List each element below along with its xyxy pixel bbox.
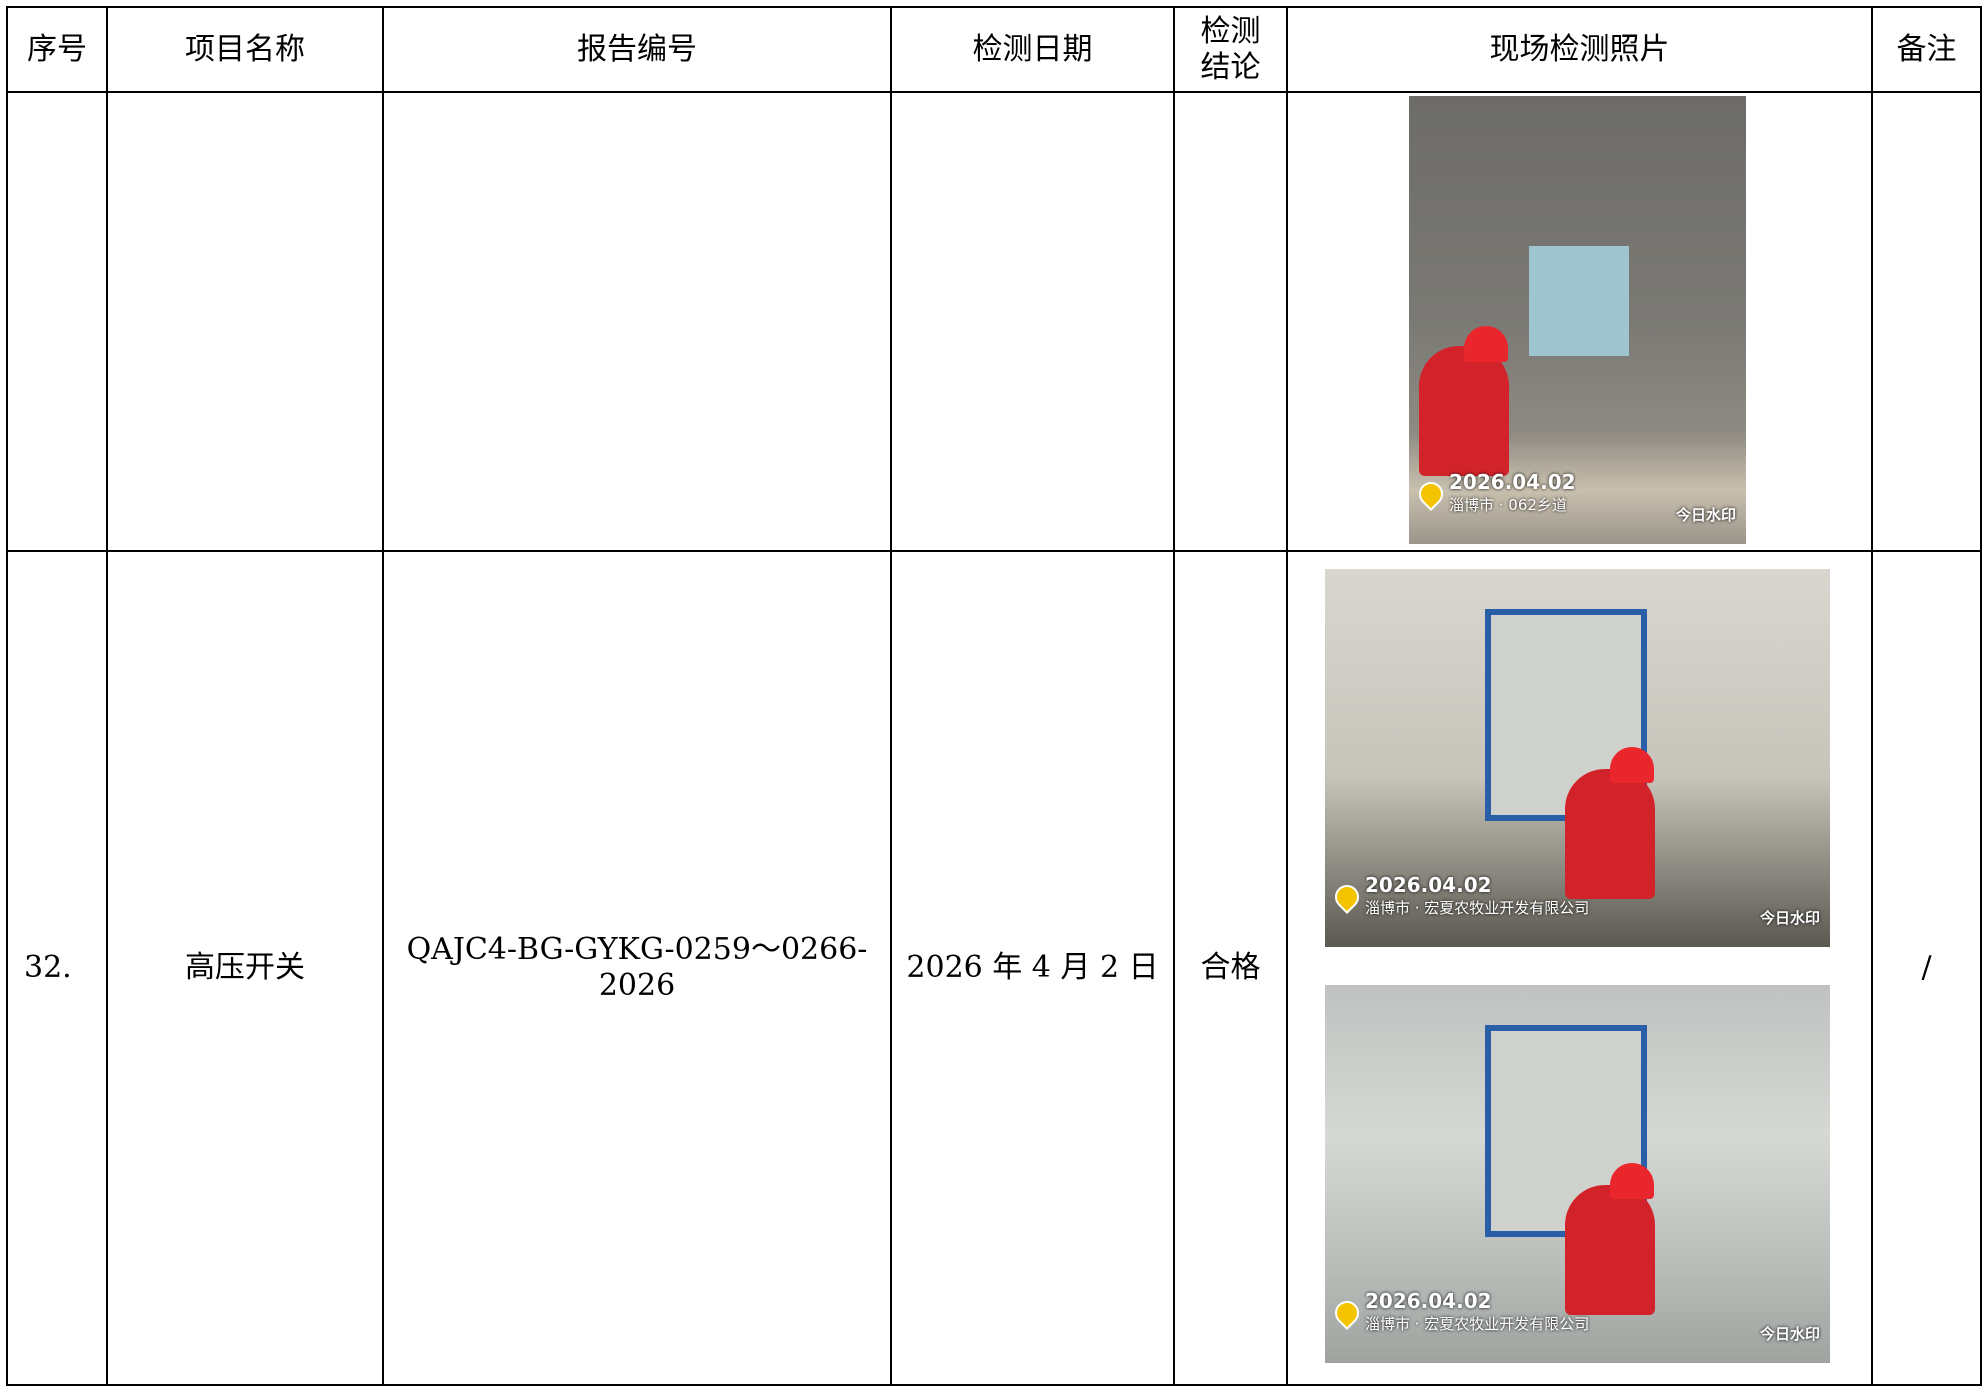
- location-pin: [1330, 880, 1364, 914]
- report-cell: QAJC4-BG-GYKG-0259～0266-2026: [382, 550, 892, 1386]
- empty-cell: [890, 91, 1175, 552]
- header-cell: 项目名称: [106, 6, 384, 93]
- photo-helmet: [1464, 326, 1508, 362]
- header-cell: 备注: [1871, 6, 1982, 93]
- watermark-date: 2026.04.02: [1365, 1289, 1492, 1313]
- watermark-location: 淄博市 · 宏夏农牧业开发有限公司: [1365, 1315, 1590, 1333]
- location-pin: [1330, 1296, 1364, 1330]
- site-photo: 2026.04.02 淄博市 · 宏夏农牧业开发有限公司今日水印: [1325, 985, 1830, 1363]
- conclusion-cell: 合格: [1173, 550, 1288, 1386]
- watermark-location: 淄博市 · 062乡道: [1449, 496, 1567, 514]
- remark-cell: /: [1871, 550, 1982, 1386]
- photo-worker: [1565, 769, 1655, 899]
- watermark-brand: 今日水印: [1675, 506, 1736, 524]
- project-cell: 高压开关: [106, 550, 384, 1386]
- photo-worker: [1565, 1185, 1655, 1315]
- site-photo: 2026.04.02 淄博市 · 062乡道今日水印: [1409, 96, 1746, 544]
- watermark-brand: 今日水印: [1759, 1325, 1820, 1343]
- watermark-location: 淄博市 · 宏夏农牧业开发有限公司: [1365, 899, 1590, 917]
- photo-equipment: [1529, 246, 1629, 356]
- index-cell: 32.: [6, 550, 108, 1386]
- header-cell: 检测结论: [1173, 6, 1288, 93]
- watermark-date: 2026.04.02: [1449, 470, 1576, 494]
- location-pin: [1414, 477, 1448, 511]
- date-cell: 2026 年 4 月 2 日: [890, 550, 1175, 1386]
- empty-cell: [6, 91, 108, 552]
- watermark-brand: 今日水印: [1759, 909, 1820, 927]
- site-photo: 2026.04.02 淄博市 · 宏夏农牧业开发有限公司今日水印: [1325, 569, 1830, 947]
- header-cell: 现场检测照片: [1286, 6, 1873, 93]
- photo-helmet: [1610, 747, 1654, 783]
- photo-worker: [1419, 346, 1509, 476]
- empty-cell: [1173, 91, 1288, 552]
- header-cell: 序号: [6, 6, 108, 93]
- empty-cell: [106, 91, 384, 552]
- header-cell: 检测日期: [890, 6, 1175, 93]
- empty-cell: [382, 91, 892, 552]
- empty-cell: [1871, 91, 1982, 552]
- photo-helmet: [1610, 1163, 1654, 1199]
- watermark-date: 2026.04.02: [1365, 873, 1492, 897]
- header-cell: 报告编号: [382, 6, 892, 93]
